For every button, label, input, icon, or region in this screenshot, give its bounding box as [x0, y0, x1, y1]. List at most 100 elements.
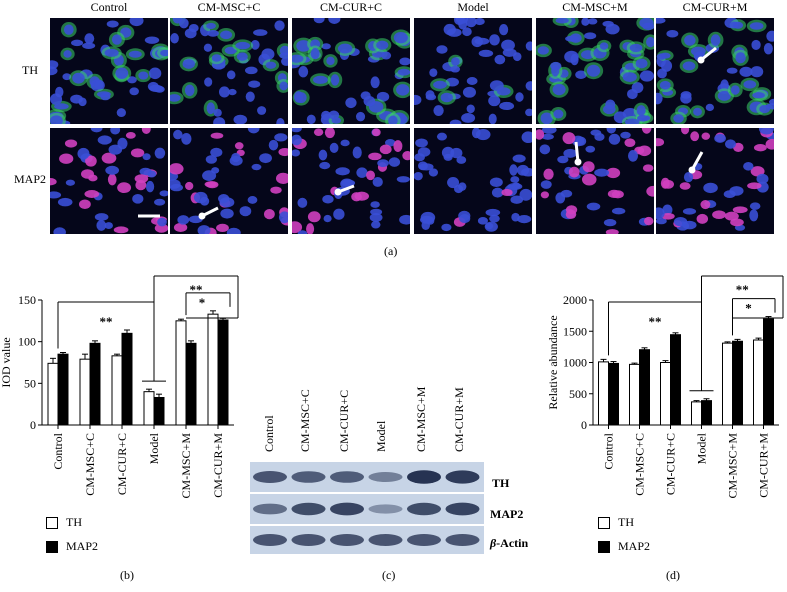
y-tick-label: 1000 [563, 356, 587, 370]
bar-map2-3 [153, 397, 165, 426]
micrograph-tile [50, 128, 168, 234]
blot-band [445, 470, 480, 484]
blot-band [407, 502, 441, 516]
y-tick-label: 50 [24, 376, 36, 390]
actin-suffix: -Actin [496, 536, 529, 550]
bar-map2-5 [217, 319, 229, 426]
blot-strip-actin [250, 526, 484, 554]
significance-mark: ** [649, 314, 662, 329]
bar-th-0 [47, 362, 59, 426]
blot-band [253, 534, 287, 546]
blot-band [253, 471, 287, 483]
bar-map2-2 [670, 334, 681, 426]
significance-brackets: ***** [57, 275, 239, 382]
legend-d-map2: MAP2 [598, 539, 650, 554]
panel-d-chart: Relative abundance 0 500 1000 1500 2000 Contro… [546, 275, 784, 499]
row-label-map2: MAP2 [14, 172, 47, 186]
column-label-0: Control [90, 0, 128, 14]
x-tick-label: CM-MSC+M [726, 433, 740, 499]
legend-text-map2: MAP2 [66, 539, 99, 553]
x-tick-label: CM-MSC+M [179, 433, 193, 499]
legend-text-map2: MAP2 [618, 539, 651, 553]
significance-mark: ** [100, 314, 113, 329]
blot-band [330, 534, 364, 546]
panel-d-label: (d) [666, 568, 680, 582]
micrograph-tile [292, 18, 410, 124]
bar-map2-3 [701, 400, 712, 426]
blot-band [291, 502, 326, 516]
legend-b-map2: MAP2 [46, 539, 98, 554]
legend-swatch-th [598, 517, 610, 530]
significance-mark: * [745, 301, 752, 316]
blot-band [407, 534, 441, 546]
blot-band [445, 502, 480, 516]
micrograph-tile [50, 18, 168, 124]
bar-map2-5 [763, 318, 774, 426]
blot-band [253, 503, 287, 515]
bar-map2-2 [121, 332, 133, 426]
bar-th-0 [598, 361, 609, 426]
lane-label-5: CM-CUR+M [452, 387, 466, 452]
x-tick-label: Control [602, 432, 616, 469]
bar-th-4 [722, 342, 733, 426]
panel-b-label: (b) [120, 568, 134, 582]
panel-a-label: (a) [384, 244, 398, 258]
bar-th-5 [207, 313, 219, 426]
x-tick-label: CM-CUR+C [664, 433, 678, 495]
legend-b-th: TH [46, 515, 82, 530]
bar-th-1 [629, 363, 640, 426]
panel-c-label: (c) [382, 568, 396, 582]
blot-band [368, 472, 403, 482]
column-label-4: CM-MSC+M [562, 0, 628, 14]
x-tick-label: CM-CUR+M [211, 433, 225, 498]
bar-th-3 [691, 401, 702, 426]
x-tick-label: CM-MSC+C [83, 433, 97, 496]
panel-b-chart: IOD value 0 50 100 150 Control CM-MSC+C CM-CUR+… [0, 275, 239, 499]
blot-strip-map2 [250, 494, 484, 524]
y-tick-label: 0 [30, 418, 36, 432]
legend-swatch-map2 [598, 541, 610, 554]
blot-band [368, 534, 403, 546]
band-label-map2: MAP2 [490, 507, 524, 521]
blot-strip-th [250, 462, 484, 492]
blot-band [291, 534, 326, 546]
bar-th-5 [753, 339, 764, 426]
blot-band [291, 471, 326, 483]
actin-prefix: β [490, 536, 497, 550]
column-label-5: CM-CUR+M [682, 0, 748, 14]
bar-map2-1 [89, 342, 101, 426]
micrograph-tile [292, 128, 410, 234]
lane-label-2: CM-CUR+C [337, 389, 351, 452]
x-tick-label: Model [147, 432, 161, 464]
column-label-3: Model [457, 0, 489, 14]
y-axis-label: Relative abundance [546, 315, 560, 409]
blot-image [250, 460, 484, 556]
legend-swatch-th [46, 517, 58, 530]
blot-band [330, 502, 364, 516]
bar-map2-1 [639, 349, 650, 426]
bar-th-4 [175, 320, 187, 426]
legend-swatch-map2 [46, 541, 58, 554]
row-label-th: TH [22, 63, 38, 77]
y-axis-label: IOD value [0, 337, 13, 387]
micrograph-tile [414, 128, 532, 234]
micrograph-tile [414, 18, 532, 124]
micrograph-tile [656, 128, 774, 234]
y-tick-label: 1500 [563, 324, 587, 338]
legend-d-th: TH [598, 515, 634, 530]
blot-band [445, 534, 480, 546]
lane-label-1: CM-MSC+C [298, 389, 312, 452]
lane-label-0: Control [262, 415, 276, 452]
x-tick-label: Control [51, 432, 65, 469]
lane-label-4: CM-MSC+M [414, 386, 428, 452]
legend-text-th: TH [618, 515, 634, 529]
x-tick-label: CM-CUR+M [757, 433, 771, 498]
significance-mark: ** [736, 282, 749, 297]
micrograph-tile [170, 18, 288, 124]
micrograph-tile [536, 18, 654, 124]
lane-label-3: Model [374, 420, 388, 452]
y-tick-label: 150 [18, 293, 36, 307]
bar-th-1 [79, 358, 91, 426]
bar-th-2 [111, 355, 123, 426]
y-tick-label: 2000 [563, 293, 587, 307]
